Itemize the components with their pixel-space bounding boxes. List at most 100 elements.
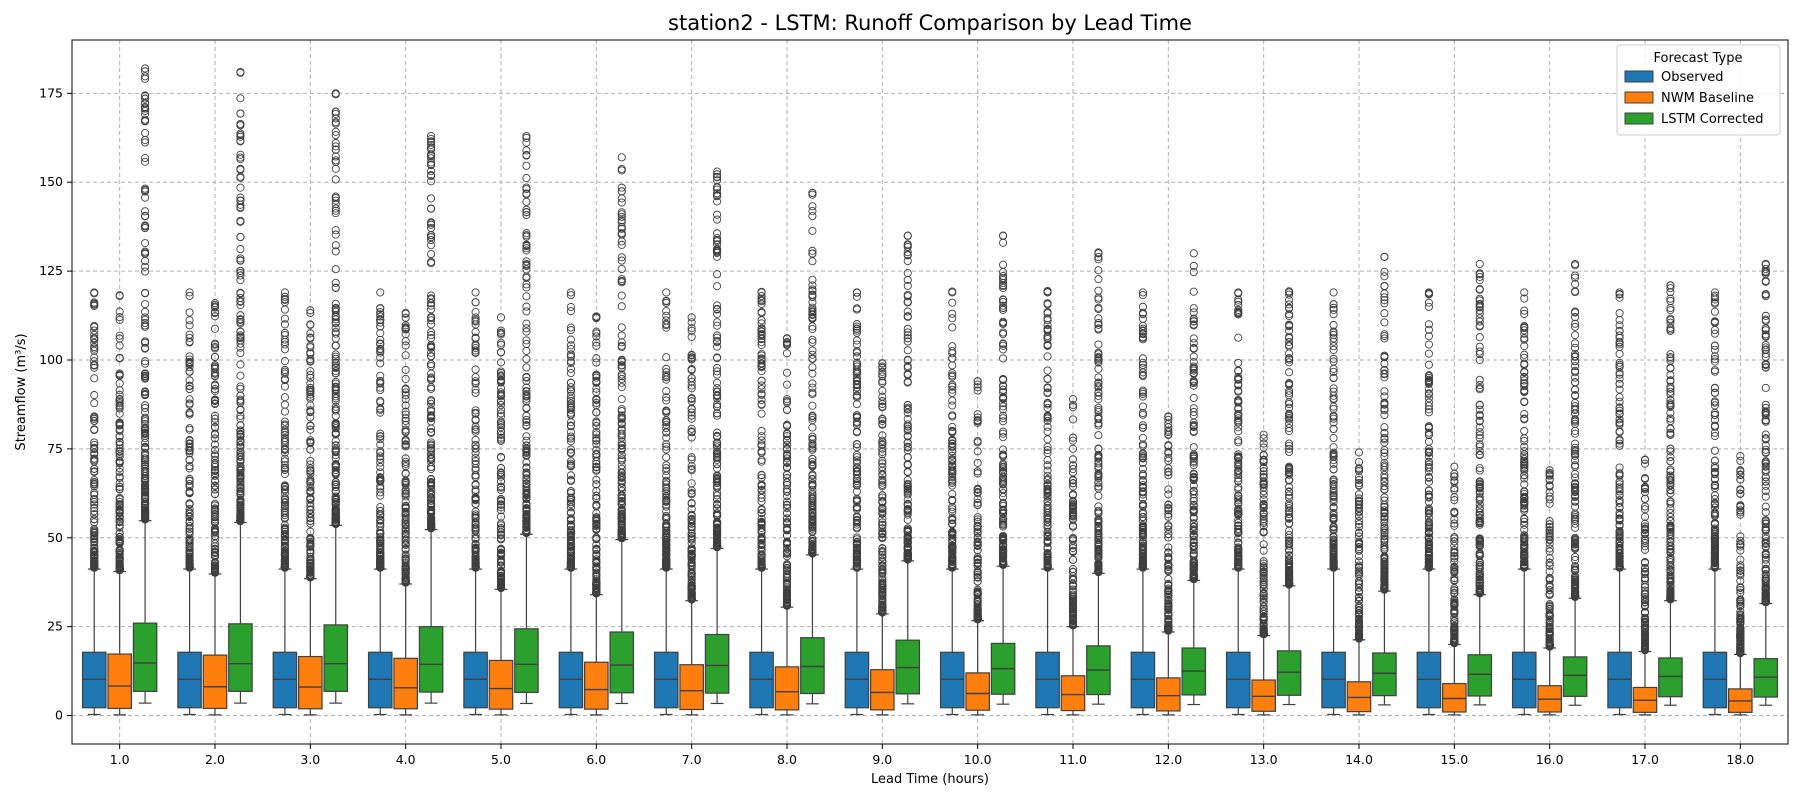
outlier-point	[280, 498, 289, 507]
outlier-point	[280, 508, 289, 517]
outliers-observed-15.0	[1424, 288, 1433, 572]
outliers-observed-17.0	[1615, 288, 1624, 572]
outlier-point	[90, 515, 99, 524]
outlier-point	[757, 335, 766, 344]
outlier-point	[90, 353, 99, 362]
outlier-point	[566, 434, 575, 443]
outlier-point	[471, 441, 480, 450]
outlier-point	[662, 526, 671, 535]
outlier-point	[662, 440, 671, 449]
outlier-point	[566, 358, 575, 367]
outlier-point	[852, 380, 861, 389]
outlier-point	[471, 524, 480, 533]
outliers-observed-2.0	[185, 288, 194, 572]
outlier-point	[376, 385, 385, 395]
outlier-point	[90, 464, 99, 473]
outlier-point	[852, 393, 861, 402]
outlier-point	[90, 504, 99, 513]
outlier-point	[757, 497, 766, 506]
outlier-point	[471, 526, 480, 535]
outlier-point	[662, 536, 671, 545]
outlier-point	[376, 318, 385, 327]
outlier-point	[852, 481, 861, 490]
outlier-point	[471, 408, 480, 417]
outlier-point	[566, 508, 575, 517]
outlier-point	[662, 296, 671, 305]
outlier-point	[566, 421, 575, 430]
outlier-point	[90, 482, 99, 491]
outlier-point	[566, 545, 575, 554]
outlier-point	[376, 408, 385, 417]
outlier-point	[757, 470, 766, 479]
outlier-point	[757, 436, 766, 445]
outlier-point	[185, 482, 194, 491]
outlier-point	[185, 409, 194, 418]
outlier-point	[852, 324, 861, 333]
outlier-point	[471, 406, 480, 415]
outlier-point	[185, 333, 194, 342]
outlier-point	[90, 488, 99, 497]
outlier-point	[280, 469, 289, 479]
outlier-point	[471, 346, 480, 355]
outlier-point	[90, 301, 99, 310]
outlier-point	[280, 393, 289, 402]
outlier-point	[757, 385, 766, 394]
outlier-point	[948, 309, 957, 318]
outlier-point	[662, 550, 671, 559]
outlier-point	[471, 298, 480, 307]
outlier-point	[757, 376, 766, 385]
outlier-point	[90, 399, 99, 408]
outlier-point	[757, 560, 766, 569]
outlier-point	[1710, 384, 1719, 393]
outlier-point	[566, 522, 575, 531]
outlier-point	[90, 330, 99, 339]
outlier-point	[662, 323, 671, 332]
outlier-point	[852, 322, 861, 331]
outlier-point	[185, 381, 194, 390]
outlier-point	[566, 341, 575, 350]
outlier-point	[185, 400, 194, 409]
outlier-point	[90, 498, 99, 507]
outlier-point	[376, 329, 385, 338]
outlier-point	[376, 396, 385, 405]
outlier-point	[566, 350, 575, 359]
outlier-point	[90, 479, 99, 488]
outlier-point	[471, 514, 480, 523]
outlier-point	[90, 444, 99, 453]
outlier-point	[757, 340, 766, 350]
outlier-point	[757, 400, 766, 409]
outlier-point	[662, 373, 671, 382]
outliers-observed-7.0	[662, 288, 671, 572]
outlier-point	[852, 292, 861, 301]
outlier-point	[852, 520, 861, 529]
outlier-point	[757, 547, 766, 556]
outlier-point	[566, 471, 575, 480]
outlier-point	[1138, 354, 1147, 363]
outlier-point	[662, 442, 671, 451]
outlier-point	[757, 327, 766, 336]
outlier-point	[471, 288, 480, 297]
outlier-point	[280, 340, 289, 349]
outlier-point	[1710, 446, 1719, 455]
outlier-point	[662, 364, 671, 373]
outlier-point	[185, 308, 194, 317]
outlier-point	[1043, 435, 1052, 444]
outlier-point	[376, 303, 385, 313]
outlier-point	[280, 440, 289, 449]
outlier-point	[948, 342, 957, 351]
outlier-point	[852, 418, 861, 427]
outlier-point	[662, 406, 671, 415]
outlier-point	[376, 310, 385, 319]
outlier-point	[90, 530, 99, 539]
outlier-point	[376, 353, 385, 362]
outlier-point	[852, 552, 861, 561]
outlier-point	[757, 426, 766, 436]
outlier-point	[471, 558, 480, 567]
outlier-point	[90, 454, 99, 463]
outlier-point	[185, 321, 194, 330]
outlier-point	[852, 502, 861, 511]
outlier-point	[852, 518, 861, 527]
outlier-point	[185, 527, 194, 536]
outlier-point	[90, 338, 99, 348]
outlier-point	[185, 357, 194, 366]
